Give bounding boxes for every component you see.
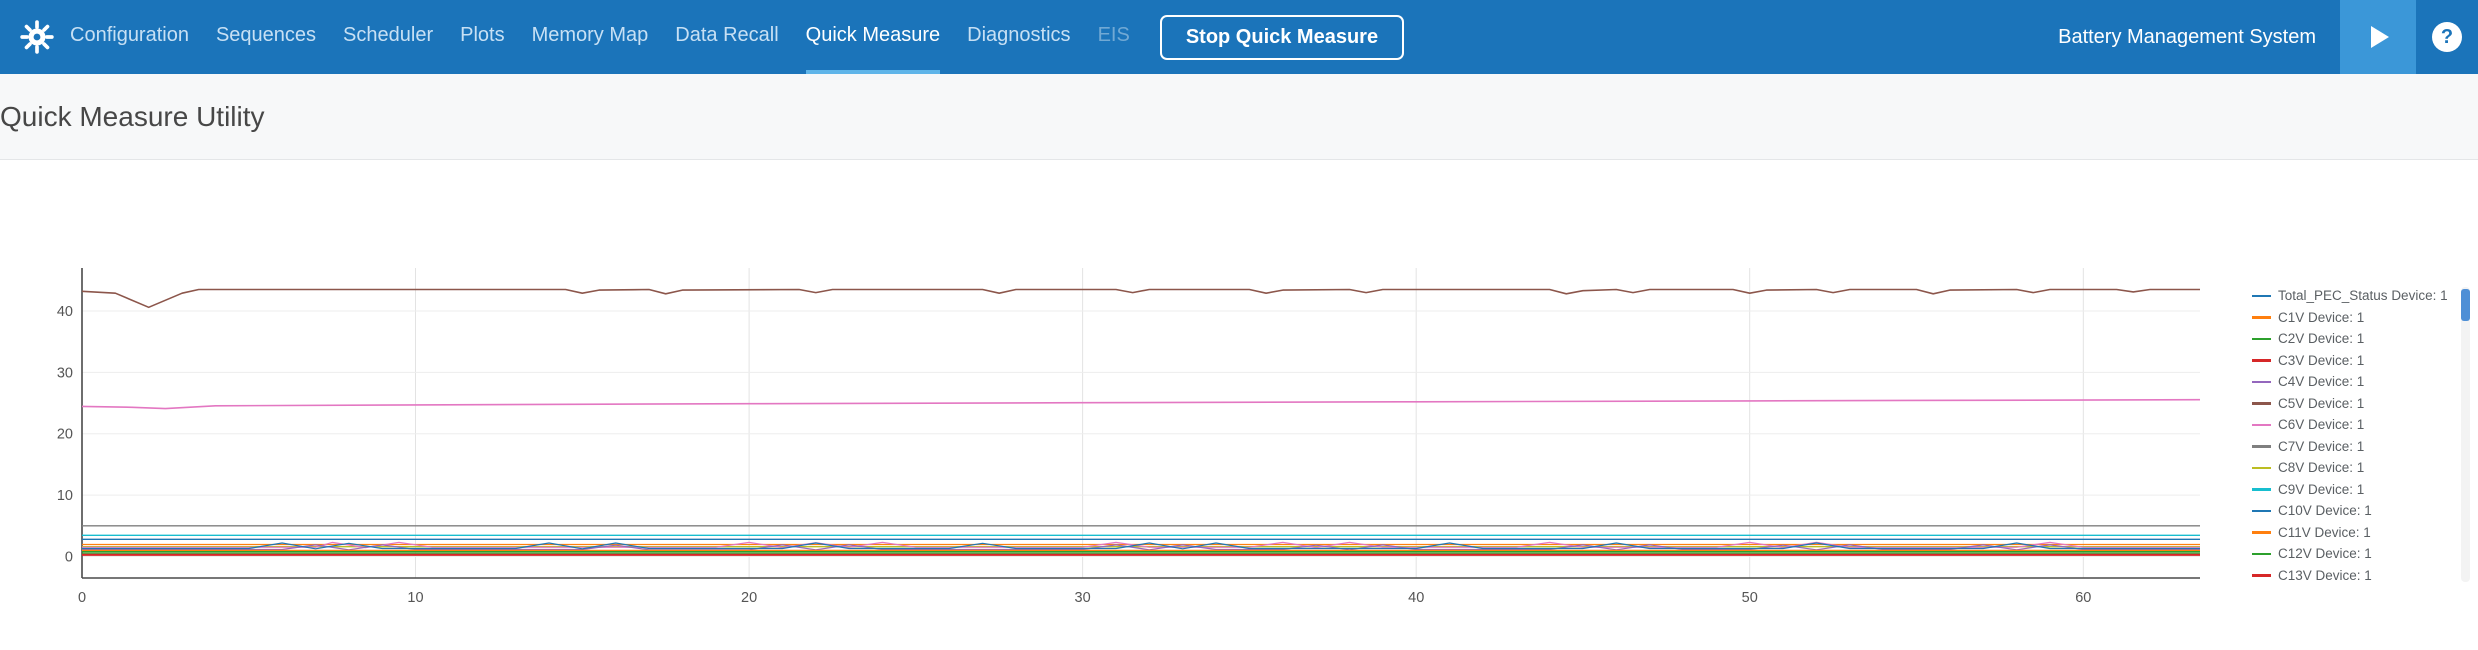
legend-swatch: [2252, 531, 2271, 534]
legend-swatch: [2252, 294, 2271, 297]
svg-text:50: 50: [1742, 590, 1758, 606]
legend-item[interactable]: C2V Device: 1: [2252, 328, 2454, 350]
legend-item[interactable]: C11V Device: 1: [2252, 522, 2454, 544]
svg-text:60: 60: [2075, 590, 2091, 606]
top-navigation-bar: Configuration Sequences Scheduler Plots Memo…: [0, 0, 2478, 74]
legend-label: C2V Device: 1: [2278, 331, 2365, 347]
legend-label: C5V Device: 1: [2278, 395, 2365, 411]
legend-swatch: [2252, 509, 2271, 512]
legend-item[interactable]: C1V Device: 1: [2252, 307, 2454, 329]
gear-icon[interactable]: [20, 20, 54, 54]
legend-label: C11V Device: 1: [2278, 524, 2371, 540]
legend-label: C12V Device: 1: [2278, 546, 2372, 562]
svg-text:0: 0: [78, 590, 86, 606]
app-title: Battery Management System: [2058, 25, 2316, 48]
svg-text:10: 10: [407, 590, 423, 606]
nav-item-plots[interactable]: Plots: [460, 24, 505, 46]
help-icon[interactable]: ?: [2432, 22, 2462, 52]
legend-swatch: [2252, 402, 2271, 405]
svg-text:30: 30: [57, 365, 73, 381]
nav-item-diagnostics[interactable]: Diagnostics: [967, 24, 1071, 46]
legend-item[interactable]: C12V Device: 1: [2252, 543, 2454, 565]
legend-swatch: [2252, 466, 2271, 469]
legend-label: C8V Device: 1: [2278, 460, 2365, 476]
nav-item-data-recall[interactable]: Data Recall: [675, 24, 779, 46]
svg-text:20: 20: [57, 427, 73, 443]
svg-text:40: 40: [57, 304, 73, 320]
legend-item[interactable]: C10V Device: 1: [2252, 500, 2454, 522]
legend-item[interactable]: C6V Device: 1: [2252, 414, 2454, 436]
legend-swatch: [2252, 423, 2271, 426]
topbar-right-group: Battery Management System ?: [2058, 0, 2478, 74]
legend-swatch: [2252, 574, 2271, 577]
legend-label: C10V Device: 1: [2278, 503, 2372, 519]
nav-item-quick-measure[interactable]: Quick Measure: [805, 0, 941, 74]
nav-item-sequences[interactable]: Sequences: [215, 24, 317, 46]
legend-item[interactable]: C5V Device: 1: [2252, 393, 2454, 415]
legend-label: C1V Device: 1: [2278, 309, 2365, 325]
nav-item-eis[interactable]: EIS: [1097, 24, 1130, 46]
nav-item-scheduler[interactable]: Scheduler: [343, 24, 434, 46]
legend-scrollbar-thumb[interactable]: [2461, 289, 2470, 321]
page-header: Quick Measure Utility: [0, 74, 2478, 160]
chart-legend: Total_PEC_Status Device: 1 C1V Device: 1 C…: [2252, 285, 2454, 586]
legend-label: C4V Device: 1: [2278, 374, 2365, 390]
quick-measure-chart[interactable]: 0 10 20 30 40 0 10 20 30 40 50 60: [28, 258, 2238, 615]
legend-item[interactable]: C9V Device: 1: [2252, 479, 2454, 501]
svg-text:0: 0: [65, 550, 73, 566]
svg-text:30: 30: [1075, 590, 1091, 606]
legend-label: C6V Device: 1: [2278, 417, 2365, 433]
legend-item[interactable]: Total_PEC_Status Device: 1: [2252, 285, 2454, 307]
legend-label: C13V Device: 1: [2278, 567, 2372, 583]
legend-swatch: [2252, 488, 2271, 491]
svg-text:10: 10: [57, 488, 73, 504]
main-content: 0 10 20 30 40 0 10 20 30 40 50 60 Total_PEC_Status …: [0, 160, 2478, 650]
legend-label: Total_PEC_Status Device: 1: [2278, 288, 2448, 304]
play-icon[interactable]: [2340, 0, 2416, 74]
legend-swatch: [2252, 337, 2271, 340]
legend-label: C9V Device: 1: [2278, 481, 2365, 497]
legend-item[interactable]: C7V Device: 1: [2252, 436, 2454, 458]
legend-item[interactable]: C4V Device: 1: [2252, 371, 2454, 393]
page-title: Quick Measure Utility: [0, 100, 265, 132]
legend-item[interactable]: C8V Device: 1: [2252, 457, 2454, 479]
main-nav: Configuration Sequences Scheduler Plots Memo…: [70, 0, 1130, 74]
legend-swatch: [2252, 552, 2271, 555]
legend-label: C3V Device: 1: [2278, 352, 2365, 368]
legend-swatch: [2252, 380, 2271, 383]
legend-item[interactable]: C3V Device: 1: [2252, 350, 2454, 372]
legend-label: C7V Device: 1: [2278, 438, 2365, 454]
nav-item-configuration[interactable]: Configuration: [70, 24, 189, 46]
chart-canvas[interactable]: 0 10 20 30 40 0 10 20 30 40 50 60: [28, 258, 2238, 610]
legend-swatch: [2252, 445, 2271, 448]
legend-scrollbar-track[interactable]: [2461, 287, 2470, 582]
legend-item[interactable]: C13V Device: 1: [2252, 565, 2454, 587]
stop-quick-measure-button[interactable]: Stop Quick Measure: [1159, 14, 1405, 60]
svg-text:20: 20: [741, 590, 757, 606]
legend-swatch: [2252, 316, 2271, 319]
legend-swatch: [2252, 359, 2271, 362]
nav-item-memory-map[interactable]: Memory Map: [531, 24, 649, 46]
svg-text:40: 40: [1408, 590, 1424, 606]
